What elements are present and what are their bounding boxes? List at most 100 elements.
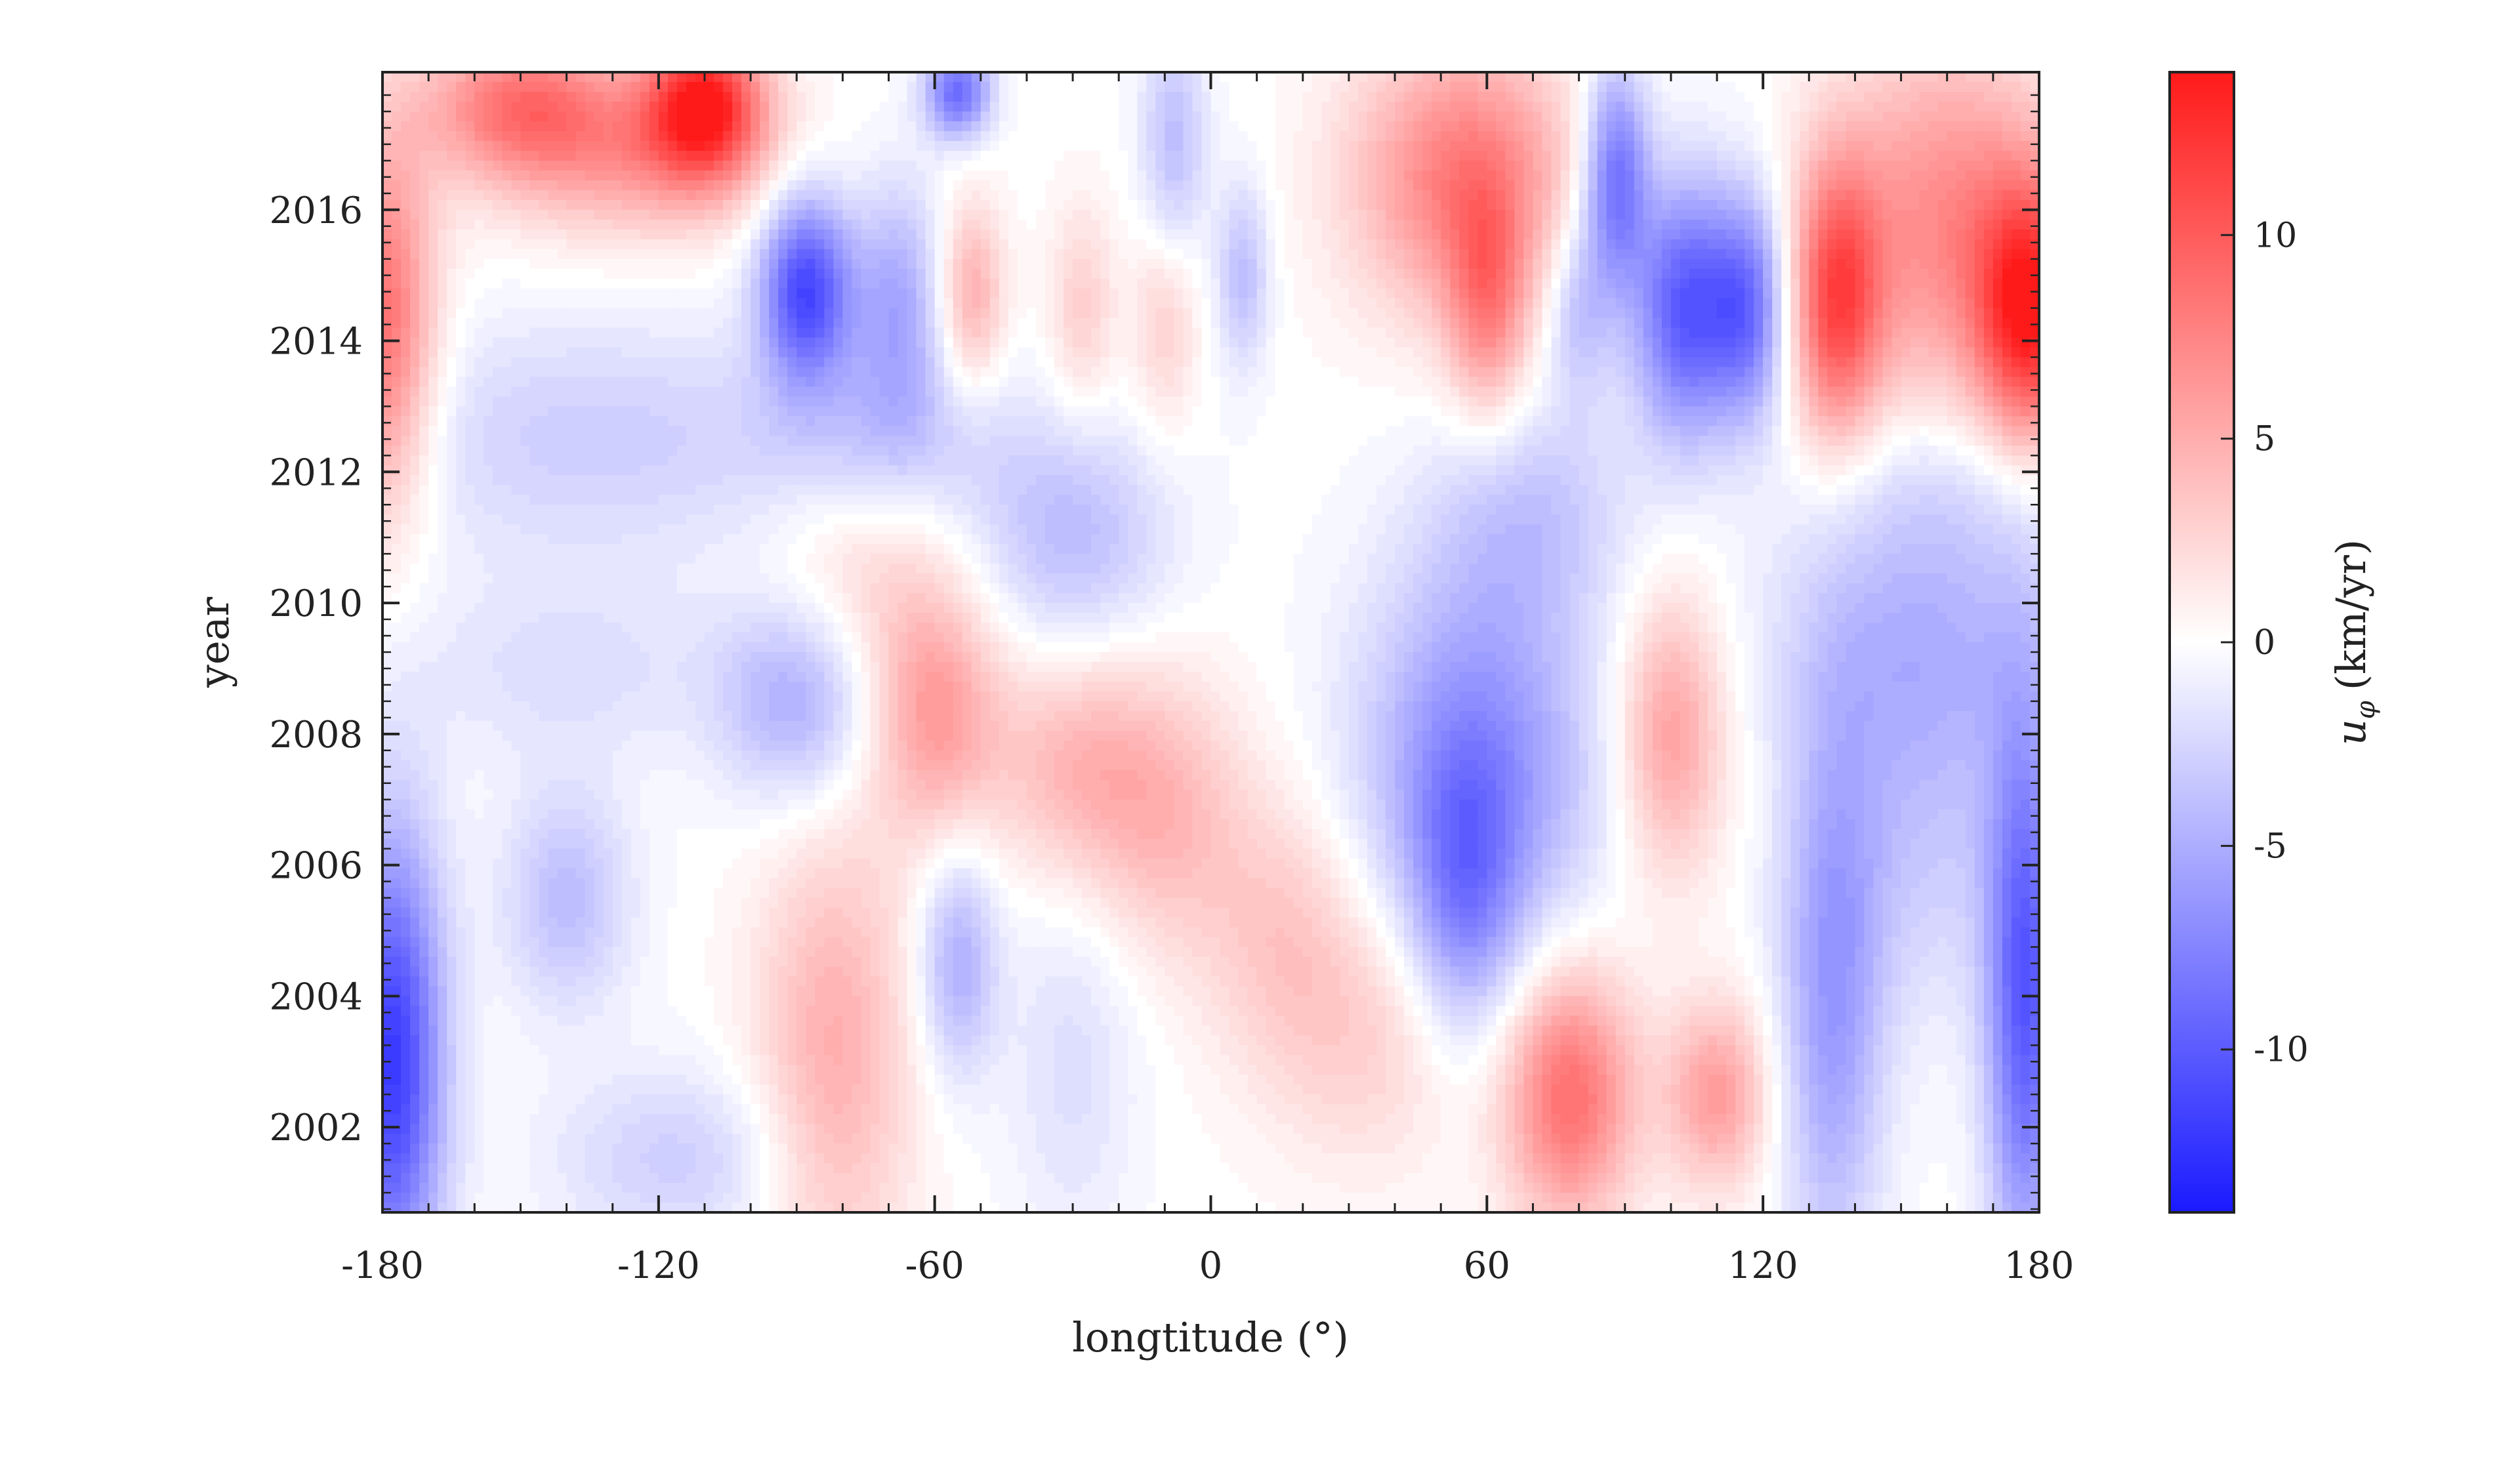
heatmap-cell (557, 111, 568, 122)
heatmap-cell (649, 327, 659, 339)
heatmap-cell (1717, 180, 1727, 191)
heatmap-cell (1045, 72, 1055, 83)
heatmap-cell (1735, 81, 1745, 93)
heatmap-cell (953, 239, 963, 250)
heatmap-cell (1726, 111, 1736, 122)
heatmap-cell (1873, 209, 1884, 220)
heatmap-cell (1035, 131, 1046, 142)
heatmap-cell (649, 111, 659, 122)
heatmap-cell (1781, 160, 1792, 171)
heatmap-cell (1146, 327, 1157, 339)
heatmap-cell (907, 81, 917, 93)
heatmap-cell (1560, 258, 1571, 270)
heatmap-cell (741, 160, 751, 171)
heatmap-cell (2020, 308, 2031, 319)
heatmap-cell (1818, 91, 1828, 102)
heatmap-cell (1100, 249, 1110, 260)
heatmap-cell (1542, 239, 1552, 250)
heatmap-cell (1661, 121, 1672, 132)
heatmap-cell (907, 219, 917, 230)
heatmap-cell (1569, 229, 1580, 240)
heatmap-cell (1624, 160, 1635, 171)
heatmap-cell (419, 190, 429, 201)
heatmap-cell (879, 327, 890, 339)
heatmap-cell (1763, 160, 1773, 171)
heatmap-cell (1993, 278, 2003, 289)
heatmap-cell (695, 131, 705, 142)
heatmap-cell (1302, 209, 1313, 220)
heatmap-cell (1597, 229, 1607, 240)
heatmap-cell (1008, 101, 1018, 112)
heatmap-cell (1367, 327, 1377, 339)
heatmap-cell (1772, 308, 1783, 319)
heatmap-cell (649, 209, 659, 220)
heatmap-cell (1919, 150, 1930, 161)
heatmap-cell (1064, 239, 1073, 250)
heatmap-cell (1459, 91, 1470, 102)
heatmap-cell (1367, 170, 1377, 181)
heatmap-cell (1386, 337, 1395, 348)
heatmap-cell (658, 327, 669, 339)
heatmap-cell (1155, 298, 1166, 309)
heatmap-cell (1487, 131, 1497, 142)
heatmap-cell (916, 327, 926, 339)
heatmap-cell (594, 121, 604, 132)
heatmap-cell (676, 131, 687, 142)
heatmap-cell (1395, 327, 1405, 339)
heatmap-cell (787, 131, 798, 142)
heatmap-cell (769, 160, 779, 171)
heatmap-cell (1533, 131, 1543, 142)
heatmap-cell (1993, 101, 2003, 112)
heatmap-cell (1864, 288, 1874, 299)
heatmap-cell (1082, 190, 1092, 201)
heatmap-cell (870, 249, 880, 260)
heatmap-cell (2020, 121, 2031, 132)
heatmap-cell (769, 101, 779, 112)
heatmap-cell (1468, 239, 1479, 250)
heatmap-cell (539, 170, 549, 181)
heatmap-cell (447, 288, 457, 299)
heatmap-cell (529, 170, 540, 181)
heatmap-cell (898, 199, 908, 211)
heatmap-cell (529, 72, 540, 83)
heatmap-cell (1008, 190, 1018, 201)
heatmap-cell (1606, 288, 1617, 299)
heatmap-cell (1661, 72, 1672, 83)
heatmap-cell (1100, 337, 1110, 348)
heatmap-cell (861, 111, 871, 122)
heatmap-cell (1026, 180, 1037, 191)
heatmap-cell (1836, 268, 1847, 279)
heatmap-cell (649, 199, 659, 211)
heatmap-cell (1017, 121, 1027, 132)
heatmap-cell (1091, 288, 1101, 299)
heatmap-cell (575, 288, 586, 299)
heatmap-cell (649, 249, 659, 260)
heatmap-cell (1680, 219, 1690, 230)
heatmap-cell (1606, 209, 1617, 220)
heatmap-cell (1404, 327, 1414, 339)
heatmap-cell (1983, 298, 1994, 309)
heatmap-cell (1312, 258, 1322, 270)
heatmap-cell (1357, 327, 1368, 339)
heatmap-cell (723, 199, 733, 211)
heatmap-cell (1201, 318, 1212, 329)
heatmap-cell (1348, 131, 1359, 142)
heatmap-cell (1266, 337, 1276, 348)
heatmap-cell (1330, 219, 1340, 230)
heatmap-cell (1026, 318, 1037, 329)
heatmap-cell (1247, 150, 1258, 161)
heatmap-cell (1983, 258, 1994, 270)
heatmap-cell (382, 81, 392, 93)
heatmap-cell (787, 81, 798, 93)
heatmap-cell (686, 101, 696, 112)
heatmap-cell (1330, 111, 1340, 122)
heatmap-cell (1073, 308, 1083, 319)
heatmap-cell (980, 288, 991, 299)
heatmap-cell (1432, 121, 1441, 132)
heatmap-cell (1302, 337, 1313, 348)
heatmap-cell (2029, 268, 2039, 279)
heatmap-cell (888, 258, 899, 270)
heatmap-cell (1119, 219, 1129, 230)
heatmap-cell (575, 121, 586, 132)
heatmap-cell (1395, 91, 1405, 102)
